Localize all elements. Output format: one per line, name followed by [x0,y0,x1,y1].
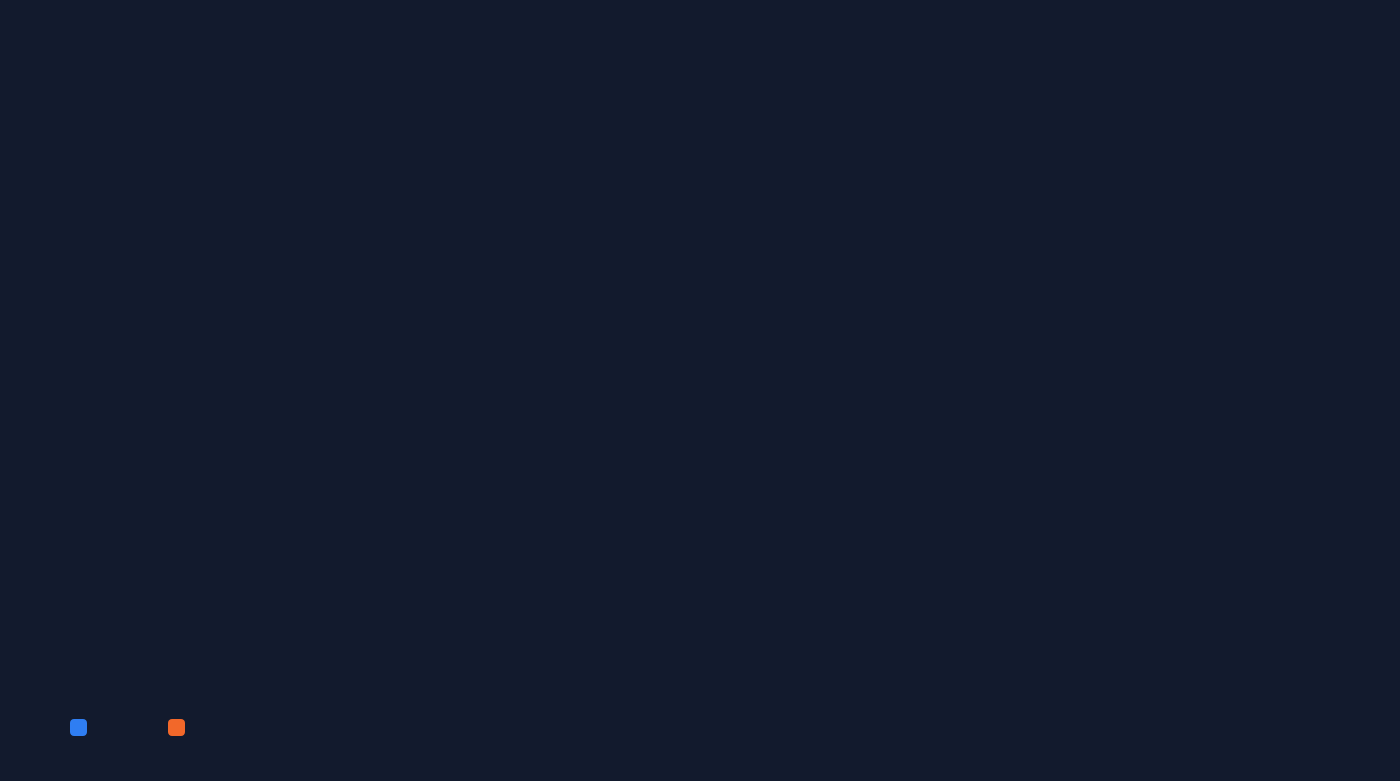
legend-swatch-icon [168,719,185,736]
panel-group [0,195,1400,685]
legend-item-activecampaign[interactable] [168,719,198,736]
legend-item-mailerlite[interactable] [70,719,100,736]
legend-swatch-icon [70,719,87,736]
chart-legend [70,719,266,736]
